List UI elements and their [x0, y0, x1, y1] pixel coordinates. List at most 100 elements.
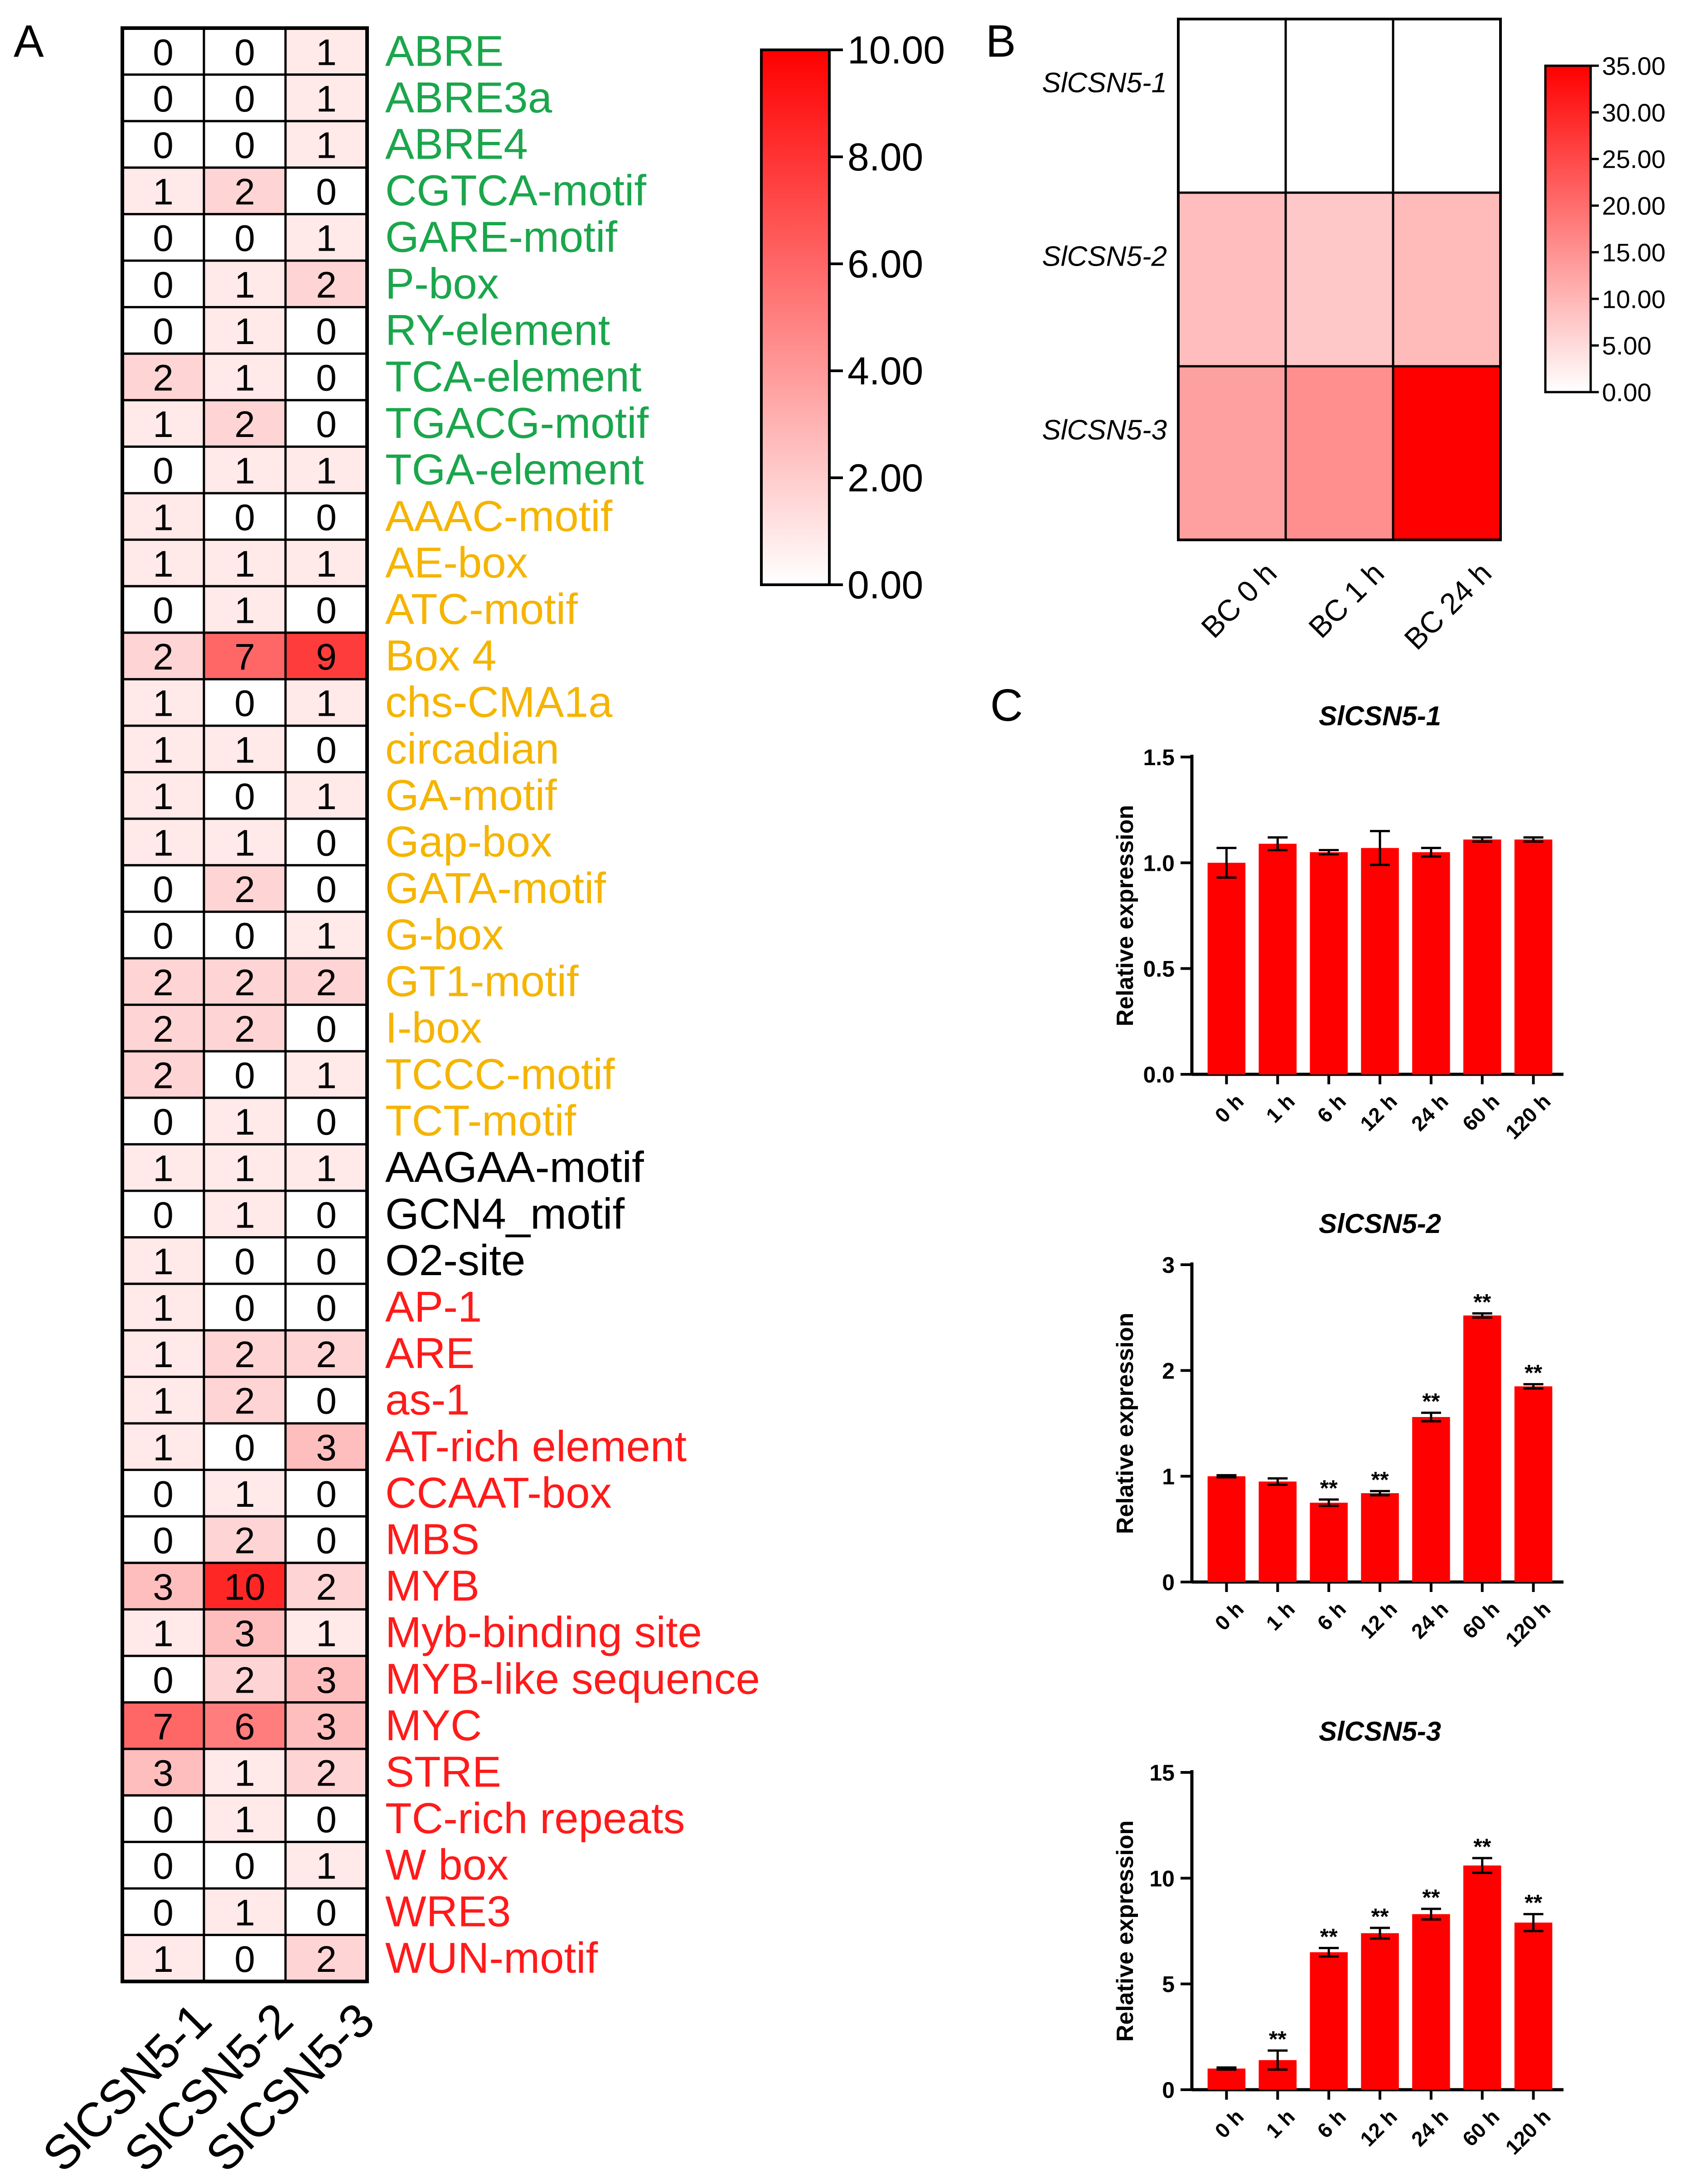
cell-abre3a-slcsn5-3	[284, 73, 368, 122]
cell-mbs-slcsn5-3	[284, 1515, 368, 1564]
cell-slcsn5-1-bc-0-h	[1177, 18, 1287, 194]
motif-label-gare-motif: GARE-motif	[385, 213, 617, 262]
x-tick-label: 1 h	[1261, 1597, 1299, 1635]
cell-value: 1	[316, 916, 337, 957]
cell-aagaa-motif-slcsn5-1	[121, 1143, 205, 1192]
cell-value: 1	[153, 823, 174, 864]
cell-ry-element-slcsn5-1	[121, 306, 205, 355]
bar-0-h	[1207, 863, 1246, 1074]
cell-value: 0	[316, 404, 337, 445]
bar-0-h	[1207, 2068, 1246, 2090]
cell-tct-motif-slcsn5-3	[284, 1097, 368, 1145]
cell-mbs-slcsn5-2	[203, 1515, 287, 1564]
cell-value: 2	[153, 1009, 174, 1050]
heatmap-border	[1177, 18, 1502, 541]
y-tick-label: 1.5	[1143, 745, 1175, 770]
bar-24-h	[1412, 1417, 1450, 1582]
cell-ae-box-slcsn5-3	[284, 539, 368, 587]
bar-12-h	[1361, 848, 1399, 1074]
significance-mark: **	[1473, 1289, 1491, 1315]
cell-value: 1	[316, 776, 337, 817]
motif-label-tct-motif: TCT-motif	[385, 1097, 576, 1145]
cell-value: 1	[316, 32, 337, 73]
significance-mark: **	[1320, 1924, 1338, 1949]
significance-mark: **	[1473, 1834, 1491, 1859]
cell-value: 0	[316, 1102, 337, 1143]
cell-value: 1	[234, 1148, 255, 1189]
bc-colorbar: 0.00 5.00 10.00 15.00 20.00 25.00 30.00 35.00	[1544, 52, 1665, 407]
x-tick-label: 6 h	[1312, 1597, 1350, 1635]
bar-0-h	[1207, 1476, 1246, 1582]
cell-value: 0	[153, 264, 174, 306]
motif-label-are: ARE	[385, 1329, 474, 1378]
colorbar-tick-label: 0.00	[847, 563, 923, 607]
cell-value: 2	[234, 962, 255, 1003]
colorbar-tick-label: 10.00	[1602, 285, 1665, 313]
cell-at-rich-element-slcsn5-1	[121, 1422, 205, 1471]
cell-value: 1	[316, 218, 337, 259]
colorbar-tick-label: 35.00	[1602, 52, 1665, 80]
y-tick-label: 0	[1162, 1570, 1175, 1595]
motif-label-myc: MYC	[385, 1701, 482, 1750]
cell-gcn4-motif-slcsn5-2	[203, 1189, 287, 1239]
bar-chart-slcsn5-3: SlCSN5-3 Relative expression 0 5 10 15 0 h ** 1 …	[1112, 1716, 1563, 2159]
cell-value: 2	[234, 1520, 255, 1562]
cell-value: 0	[316, 869, 337, 910]
cell-aagaa-motif-slcsn5-2	[203, 1143, 287, 1192]
cell-value: 0	[234, 218, 255, 259]
cell-cgtca-motif-slcsn5-3	[284, 166, 368, 215]
cell-value: 0	[316, 1892, 337, 1933]
cell-value: 0	[234, 776, 255, 817]
chart-title: SlCSN5-1	[1319, 701, 1441, 731]
motif-heatmap: 0 0 1 ABRE 0 0 1 ABRE3a 0 0 1 ABRE4 1 2 0 CGTCA-motif 0 0…	[33, 26, 760, 2182]
y-axis-label: Relative expression	[1112, 805, 1138, 1026]
x-tick-label: 0 h	[1210, 1089, 1248, 1127]
motif-label-abre4: ABRE4	[385, 120, 528, 169]
cell-as-1-slcsn5-2	[203, 1375, 287, 1425]
cell-value: 3	[153, 1567, 174, 1608]
cell-value: 0	[153, 869, 174, 910]
bar-120-h	[1514, 840, 1553, 1074]
chart-title: SlCSN5-3	[1319, 1716, 1441, 1747]
cell-myb-slcsn5-3	[284, 1562, 368, 1611]
motif-label-circadian: circadian	[385, 724, 559, 773]
cell-gap-box-slcsn5-2	[203, 817, 287, 867]
cell-tc-rich-repeats-slcsn5-2	[203, 1794, 287, 1843]
y-tick-label: 2	[1162, 1358, 1175, 1383]
cell-o2-site-slcsn5-3	[284, 1236, 368, 1285]
cell-stre-slcsn5-1	[121, 1747, 205, 1797]
cell-wre3-slcsn5-2	[203, 1887, 287, 1936]
colorbar-gradient	[760, 49, 831, 586]
y-tick-label: 0.5	[1143, 956, 1175, 982]
bar-120-h	[1514, 1386, 1553, 1582]
cell-atc-motif-slcsn5-1	[121, 585, 205, 634]
y-tick-label: 1.0	[1143, 850, 1175, 876]
cell-myb-binding-site-slcsn5-2	[203, 1608, 287, 1657]
cell-box-4-slcsn5-3	[284, 631, 368, 680]
cell-value: 7	[153, 1706, 174, 1747]
significance-mark: **	[1320, 1475, 1338, 1501]
cell-value: 2	[234, 1381, 255, 1422]
motif-label-gcn4-motif: GCN4_motif	[385, 1189, 624, 1238]
x-tick-label: 6 h	[1312, 1089, 1350, 1127]
cell-value: 2	[316, 264, 337, 306]
colorbar-tick-label: 4.00	[847, 349, 923, 393]
bar-1-h	[1258, 844, 1297, 1074]
motif-label-tca-element: TCA-element	[385, 353, 642, 401]
cell-value: 2	[153, 962, 174, 1003]
cell-value: 3	[316, 1706, 337, 1747]
cell-slcsn5-2-bc-24-h	[1392, 191, 1502, 368]
cell-value: 0	[316, 823, 337, 864]
cell-tc-rich-repeats-slcsn5-1	[121, 1794, 205, 1843]
motif-label-w-box: W box	[385, 1841, 508, 1889]
cell-wun-motif-slcsn5-3	[284, 1934, 368, 1983]
cell-value: 3	[316, 1427, 337, 1468]
significance-mark: **	[1371, 1467, 1389, 1492]
bar-60-h	[1463, 840, 1501, 1074]
cell-value: 0	[316, 1799, 337, 1840]
significance-mark: **	[1525, 1890, 1542, 1916]
cell-value: 0	[316, 1520, 337, 1562]
y-tick-label: 5	[1162, 1972, 1175, 1997]
motif-label-myb-binding-site: Myb-binding site	[385, 1608, 702, 1657]
